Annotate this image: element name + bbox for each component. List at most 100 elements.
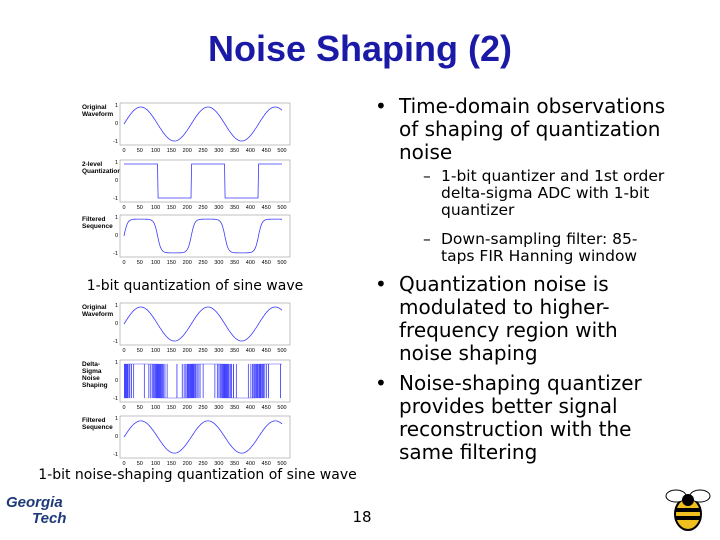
y-tick-label: 1 [115,303,118,309]
x-tick-label: 400 [246,148,255,154]
x-tick-label: 100 [151,348,160,354]
x-tick-label: 0 [122,461,125,467]
sub-bullet: –1-bit quantizer and 1st order delta-sig… [423,168,666,219]
page-number: 18 [352,508,372,526]
x-tick-label: 450 [262,348,271,354]
panel-label: Delta-Sigma Noise Shaping [82,361,108,389]
plot: 1 0 -1 0 50 100 150 200 250 300 350 400 450 500 [113,159,291,211]
x-tick-label: 350 [230,348,239,354]
x-tick-label: 150 [167,260,176,266]
logo: Georgia Tech [6,495,66,527]
slide-title: Noise Shaping (2) [207,28,513,69]
x-tick-label: 50 [137,348,143,354]
x-tick-label: 400 [246,205,255,211]
x-tick-label: 500 [277,405,286,411]
x-tick-label: 400 [246,348,255,354]
y-tick-label: 1 [115,160,118,166]
x-tick-label: 200 [183,348,192,354]
panel-label: Original Waveform [82,304,114,318]
x-tick-label: 400 [246,405,255,411]
y-tick-label: 0 [115,178,118,184]
mascot [665,489,711,531]
plot-frame [119,415,291,459]
y-tick-label: -1 [113,139,118,145]
y-tick-label: 0 [115,121,118,127]
plot: 1 0 -1 0 50 100 150 200 250 300 350 400 450 500 [113,302,291,354]
y-tick-label: -1 [113,251,118,257]
x-tick-label: 450 [262,205,271,211]
sub-bullet: – Down-sampling filter: 85-taps FIR Hanni… [423,230,666,265]
x-tick-label: 200 [183,260,192,266]
x-tick-label: 500 [277,461,286,467]
logo-line: Tech [32,510,67,527]
x-tick-label: 450 [262,260,271,266]
x-tick-label: 300 [214,348,223,354]
y-tick-label: -1 [113,452,118,458]
waveform [124,363,282,399]
x-tick-label: 100 [151,260,160,266]
x-tick-label: 100 [151,205,160,211]
plot-frame [119,102,291,146]
bullet-text: Quantization noise is modulated to highe… [399,272,618,365]
x-tick-label: 250 [198,148,207,154]
x-tick-label: 100 [151,148,160,154]
bullet-marker: • [375,272,387,296]
panel-label: Original Waveform [82,104,114,118]
plot-frame [119,302,291,346]
x-tick-label: 50 [137,148,143,154]
y-tick-label: 0 [115,321,118,327]
x-tick-label: 450 [262,461,271,467]
x-tick-label: 150 [167,348,176,354]
x-tick-label: 250 [198,348,207,354]
y-tick-label: -1 [113,339,118,345]
x-tick-label: 250 [198,260,207,266]
panel-label: Filtered Sequence [82,216,113,230]
sub-bullet-marker: – [423,230,431,248]
bullet-text: Noise-shaping quantizer provides better … [399,371,642,464]
x-tick-label: 350 [230,148,239,154]
x-tick-label: 350 [230,205,239,211]
y-tick-label: 0 [115,434,118,440]
x-tick-label: 150 [167,148,176,154]
plot: 1 0 -1 0 50 100 150 200 250 300 350 400 450 500 [113,102,291,154]
x-tick-label: 300 [214,461,223,467]
x-tick-label: 250 [198,461,207,467]
x-tick-label: 200 [183,205,192,211]
bullet-marker: • [375,371,387,395]
x-tick-label: 200 [183,405,192,411]
bullet: • Quantization noise is modulated to high… [375,272,669,365]
x-tick-label: 400 [246,260,255,266]
y-tick-label: 1 [115,215,118,221]
plot: 1 0 -1 0 50 100 150 200 250 300 350 400 450 500 [113,214,291,266]
y-tick-label: 1 [115,360,118,366]
y-tick-label: 1 [115,416,118,422]
y-tick-label: -1 [113,396,118,402]
x-tick-label: 0 [122,205,125,211]
x-tick-label: 300 [214,405,223,411]
x-tick-label: 100 [151,405,160,411]
x-tick-label: 500 [277,205,286,211]
bullet-text: Time-domain observations of shaping of q… [399,94,666,164]
x-tick-label: 450 [262,148,271,154]
figure-caption: 1-bit quantization of sine wave [86,278,304,294]
waveform [123,420,283,454]
x-tick-label: 50 [137,461,143,467]
x-tick-label: 350 [230,405,239,411]
x-tick-label: 350 [230,461,239,467]
logo-line: Georgia [6,494,63,511]
plot-frame [119,214,291,258]
x-tick-label: 0 [122,148,125,154]
x-tick-label: 200 [183,148,192,154]
x-tick-label: 0 [122,405,125,411]
x-tick-label: 50 [137,260,143,266]
x-tick-label: 300 [214,148,223,154]
y-tick-label: 1 [115,103,118,109]
sub-bullet-text: Down-sampling filter: 85-taps FIR Hannin… [441,230,638,265]
x-tick-label: 500 [277,348,286,354]
x-tick-label: 300 [214,205,223,211]
sub-bullet-marker: – [423,167,431,185]
waveform [123,106,283,142]
x-tick-label: 250 [198,205,207,211]
x-tick-label: 400 [246,461,255,467]
